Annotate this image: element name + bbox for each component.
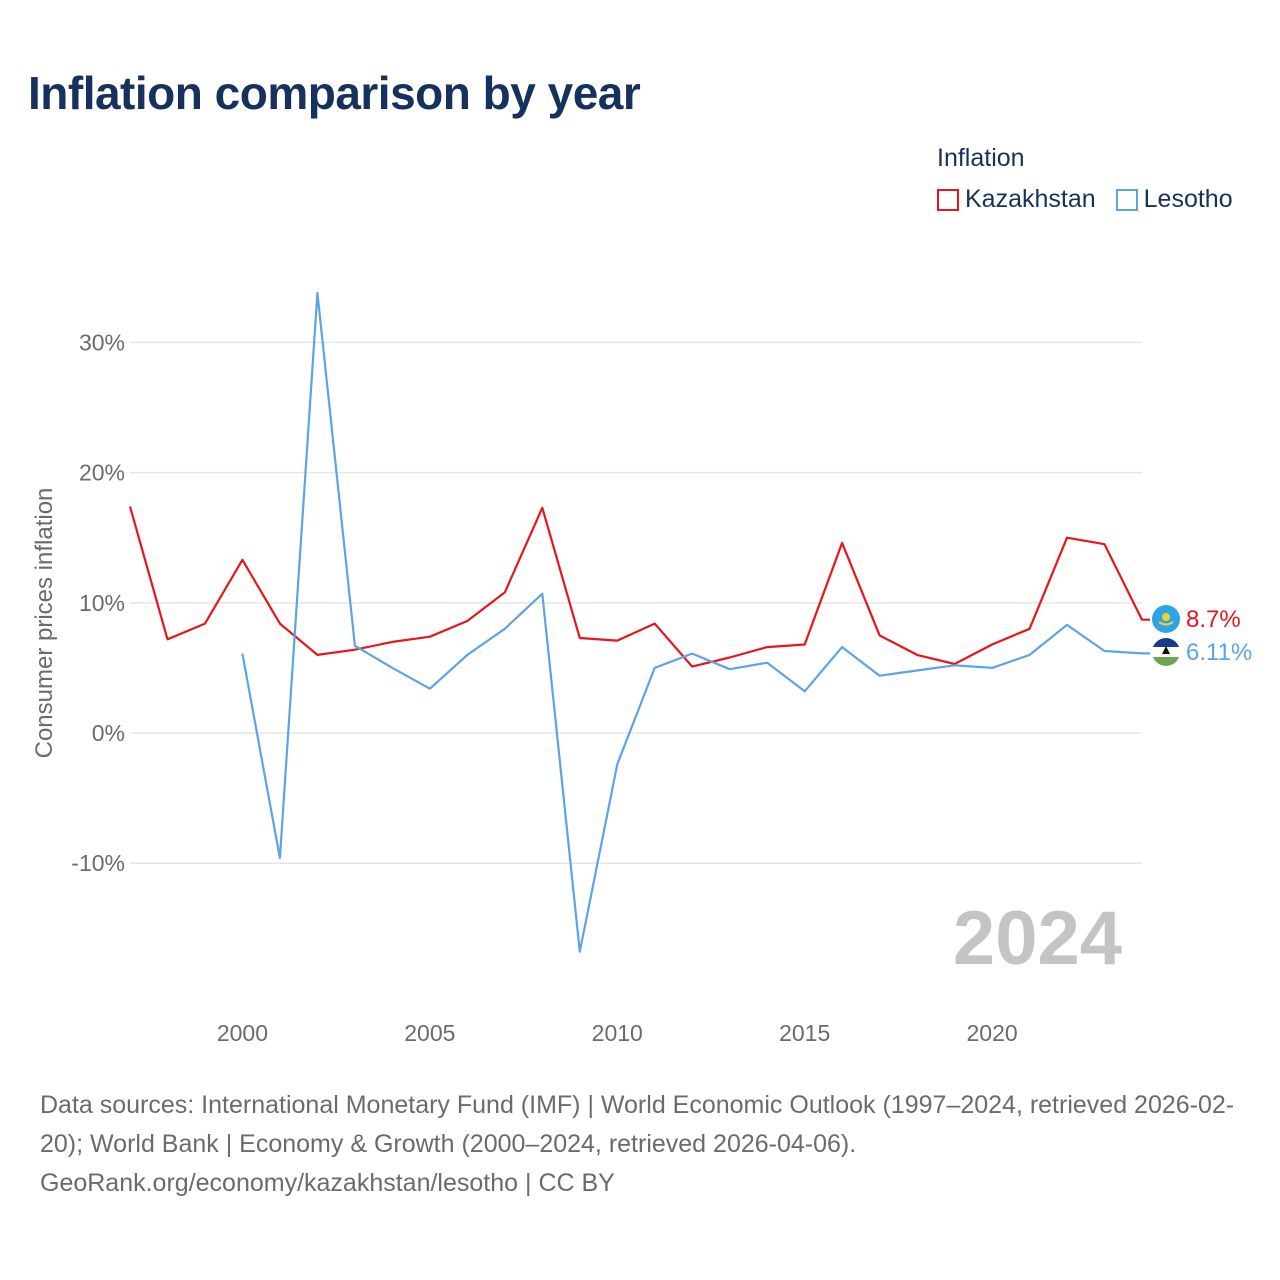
data-point-kazakhstan[interactable] — [389, 639, 395, 645]
data-point-lesotho[interactable] — [1139, 650, 1145, 656]
year-watermark: 2024 — [953, 896, 1122, 981]
data-point-lesotho[interactable] — [877, 673, 883, 679]
x-tick-label: 2005 — [404, 1020, 455, 1046]
data-point-kazakhstan[interactable] — [202, 621, 208, 627]
y-tick-label: 30% — [79, 329, 125, 355]
data-point-kazakhstan[interactable] — [914, 652, 920, 658]
data-point-kazakhstan[interactable] — [1102, 541, 1108, 547]
data-point-kazakhstan[interactable] — [989, 641, 995, 647]
data-point-lesotho[interactable] — [1102, 648, 1108, 654]
legend-item-kazakhstan[interactable]: Kazakhstan — [937, 185, 1096, 214]
data-point-lesotho[interactable] — [802, 688, 808, 694]
data-point-lesotho[interactable] — [952, 662, 958, 668]
data-point-lesotho[interactable] — [239, 651, 245, 657]
data-point-lesotho[interactable] — [539, 591, 545, 597]
data-sources-text: Data sources: International Monetary Fun… — [40, 1091, 1235, 1158]
data-point-lesotho[interactable] — [839, 644, 845, 650]
gridlines — [130, 341, 1142, 864]
end-labels: 8.7% 6.11% — [1186, 606, 1252, 666]
data-point-lesotho[interactable] — [502, 626, 508, 632]
data-point-kazakhstan[interactable] — [689, 664, 695, 670]
data-point-kazakhstan[interactable] — [502, 589, 508, 595]
kazakhstan-flag-icon — [1152, 605, 1180, 633]
data-point-lesotho[interactable] — [464, 652, 470, 658]
data-point-kazakhstan[interactable] — [427, 634, 433, 640]
series-line-kazakhstan[interactable] — [128, 506, 1150, 668]
y-tick-label: 20% — [79, 460, 125, 486]
data-point-kazakhstan[interactable] — [764, 644, 770, 650]
data-point-lesotho[interactable] — [614, 761, 620, 767]
x-tick-label: 2010 — [592, 1020, 643, 1046]
data-point-lesotho[interactable] — [314, 290, 320, 296]
legend-swatch-lesotho — [1115, 188, 1138, 211]
data-point-lesotho[interactable] — [914, 668, 920, 674]
x-axis-ticks: 2000 2005 2010 2015 2020 — [217, 1020, 1018, 1046]
data-point-kazakhstan[interactable] — [127, 503, 133, 509]
y-axis-label: Consumer prices inflation — [31, 488, 58, 759]
data-point-kazakhstan[interactable] — [802, 641, 808, 647]
end-markers — [1152, 605, 1180, 666]
data-point-kazakhstan[interactable] — [314, 652, 320, 658]
data-point-kazakhstan[interactable] — [727, 654, 733, 660]
data-point-kazakhstan[interactable] — [239, 557, 245, 563]
chart-area: -10% 0% 10% 20% 30% 2000 2005 2010 2015 2020 Con… — [31, 290, 1252, 1046]
data-point-kazakhstan[interactable] — [652, 621, 658, 627]
legend-label-lesotho: Lesotho — [1143, 185, 1233, 213]
data-point-kazakhstan[interactable] — [164, 636, 170, 642]
kazakhstan-end-label: 8.7% — [1186, 606, 1241, 633]
lesotho-end-label: 6.11% — [1186, 639, 1252, 666]
chart-title: Inflation comparison by year — [28, 67, 641, 119]
x-tick-label: 2015 — [779, 1020, 830, 1046]
y-tick-label: -10% — [71, 850, 125, 876]
data-point-kazakhstan[interactable] — [1139, 617, 1145, 623]
lesotho-flag-icon — [1152, 638, 1180, 666]
attribution-text: GeoRank.org/economy/kazakhstan/lesotho |… — [40, 1169, 615, 1197]
data-point-lesotho[interactable] — [577, 949, 583, 955]
data-point-kazakhstan[interactable] — [577, 635, 583, 641]
data-point-lesotho[interactable] — [1027, 652, 1033, 658]
data-point-kazakhstan[interactable] — [614, 638, 620, 644]
data-point-lesotho[interactable] — [764, 660, 770, 666]
footer: Data sources: International Monetary Fun… — [40, 1086, 1250, 1203]
data-point-lesotho[interactable] — [427, 686, 433, 692]
data-point-kazakhstan[interactable] — [1027, 626, 1033, 632]
y-axis-ticks: -10% 0% 10% 20% 30% — [71, 329, 125, 876]
data-point-kazakhstan[interactable] — [877, 632, 883, 638]
y-tick-label: 10% — [79, 590, 125, 616]
legend: Inflation Kazakhstan Lesotho — [937, 144, 1233, 214]
data-point-lesotho[interactable] — [277, 855, 283, 861]
data-point-lesotho[interactable] — [352, 643, 358, 649]
data-point-kazakhstan[interactable] — [539, 505, 545, 511]
data-point-kazakhstan[interactable] — [464, 618, 470, 624]
legend-title: Inflation — [937, 144, 1025, 172]
y-tick-label: 0% — [92, 720, 125, 746]
data-point-lesotho[interactable] — [727, 666, 733, 672]
data-point-lesotho[interactable] — [989, 665, 995, 671]
data-point-lesotho[interactable] — [652, 665, 658, 671]
data-point-kazakhstan[interactable] — [1064, 535, 1070, 541]
data-point-kazakhstan[interactable] — [277, 621, 283, 627]
data-point-lesotho[interactable] — [1064, 622, 1070, 628]
x-tick-label: 2000 — [217, 1020, 268, 1046]
data-point-lesotho[interactable] — [389, 665, 395, 671]
series-lines — [127, 290, 1150, 955]
legend-label-kazakhstan: Kazakhstan — [965, 185, 1096, 213]
legend-item-lesotho[interactable]: Lesotho — [1115, 185, 1233, 214]
x-tick-label: 2020 — [966, 1020, 1017, 1046]
data-point-kazakhstan[interactable] — [839, 540, 845, 546]
legend-swatch-kazakhstan — [937, 188, 959, 211]
data-point-lesotho[interactable] — [689, 651, 695, 657]
series-line-lesotho[interactable] — [241, 291, 1150, 953]
